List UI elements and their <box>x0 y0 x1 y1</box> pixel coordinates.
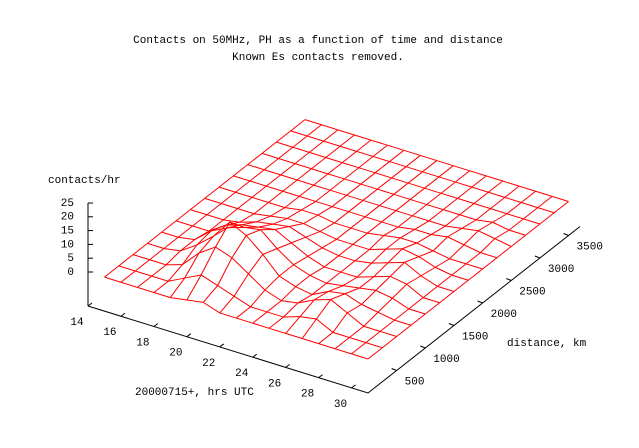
x-tick <box>219 343 225 348</box>
y-tick-label: 500 <box>405 376 425 388</box>
y-axis-label: distance, km <box>507 338 587 350</box>
surface-column <box>137 129 339 288</box>
surface-column <box>202 149 405 303</box>
y-tick-label: 2500 <box>519 286 545 298</box>
surface-column <box>120 124 322 283</box>
z-tick-label: 0 <box>67 267 74 279</box>
z-tick-label: 15 <box>61 226 74 238</box>
x-tick-label: 24 <box>235 368 249 380</box>
x-tick <box>87 302 93 307</box>
x-tick-label: 20 <box>169 348 182 360</box>
y-tick-label: 1000 <box>433 354 459 366</box>
surface-column <box>235 160 438 319</box>
base-edge <box>87 226 581 394</box>
x-tick-label: 30 <box>334 399 347 411</box>
z-tick-label: 20 <box>61 212 74 224</box>
chart-title: Contacts on 50MHz, PH as a function of t… <box>133 35 503 47</box>
surface-column <box>219 155 421 314</box>
z-tick-label: 5 <box>67 253 74 265</box>
y-tick <box>477 300 483 304</box>
x-tick <box>318 374 323 379</box>
surface-column <box>186 144 388 301</box>
y-tick <box>391 368 397 371</box>
y-tick <box>506 278 512 281</box>
surface-column <box>318 185 520 345</box>
y-tick <box>448 323 455 326</box>
x-tick <box>285 364 290 368</box>
surface-column <box>153 134 355 293</box>
y-tick-label: 3500 <box>577 241 603 253</box>
x-axis-label: 20000715+, hrs UTC <box>135 387 254 399</box>
z-tick-label: 25 <box>61 198 74 210</box>
x-tick-label: 18 <box>136 337 149 349</box>
x-tick <box>252 353 258 358</box>
z-axis-label: contacts/hr <box>48 175 121 187</box>
x-tick-label: 26 <box>268 378 281 390</box>
surface-column <box>252 165 454 324</box>
surface-column <box>334 190 536 350</box>
surface-column <box>301 180 503 339</box>
surface-column <box>285 175 487 334</box>
y-tick <box>534 255 541 259</box>
y-tick <box>420 345 426 349</box>
y-tick-label: 2000 <box>491 309 517 321</box>
y-tick-label: 3000 <box>548 264 574 276</box>
surface-column <box>104 119 306 278</box>
surface-column <box>169 139 372 298</box>
x-tick-label: 16 <box>103 327 116 339</box>
surface-column <box>268 170 471 329</box>
chart-subtitle: Known Es contacts removed. <box>232 52 404 64</box>
x-tick-label: 22 <box>202 358 215 370</box>
x-tick <box>186 333 192 338</box>
x-tick <box>153 323 159 327</box>
surface-column <box>351 195 553 355</box>
y-tick <box>563 233 569 236</box>
y-tick-label: 1500 <box>462 331 488 343</box>
x-tick-label: 28 <box>301 389 314 401</box>
z-tick-label: 10 <box>61 239 74 251</box>
x-tick <box>351 384 356 389</box>
surface-column <box>367 201 569 360</box>
x-tick <box>120 312 126 317</box>
x-tick-label: 14 <box>70 317 84 329</box>
